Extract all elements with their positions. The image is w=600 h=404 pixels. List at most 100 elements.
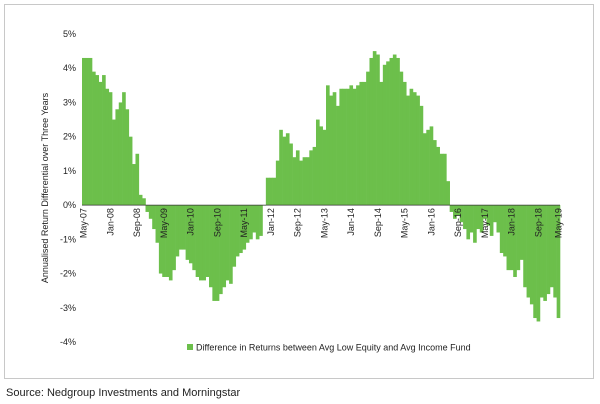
bar <box>92 71 96 206</box>
bar <box>416 95 420 206</box>
bar <box>85 57 89 206</box>
bar <box>242 205 247 250</box>
bar <box>172 205 176 271</box>
x-tick-label: Jan-12 <box>266 208 276 236</box>
x-tick-label: May-19 <box>553 208 563 238</box>
bar <box>543 205 547 301</box>
bar <box>112 119 116 206</box>
bar <box>449 205 454 212</box>
x-tick-label: May-07 <box>79 208 89 238</box>
bar <box>245 205 250 243</box>
x-tick-label: Jan-14 <box>346 208 356 236</box>
bar <box>175 205 180 257</box>
bar <box>453 205 457 219</box>
bar <box>473 205 477 243</box>
bar <box>422 133 427 206</box>
bar <box>285 133 290 206</box>
bar <box>158 205 163 274</box>
bar <box>386 61 390 206</box>
bar <box>239 205 243 254</box>
bar <box>249 205 253 240</box>
bar <box>362 81 367 206</box>
bar <box>145 205 150 212</box>
bar <box>209 205 213 288</box>
bar <box>392 54 397 206</box>
bar <box>396 57 400 206</box>
bar <box>118 102 123 206</box>
bar <box>483 205 487 219</box>
bar <box>279 129 283 206</box>
bar <box>188 205 193 264</box>
bar <box>352 88 357 206</box>
bar <box>215 205 220 301</box>
bar <box>432 140 437 206</box>
bar <box>309 150 313 206</box>
bar <box>265 177 270 206</box>
bar <box>315 119 320 206</box>
bar <box>526 205 531 298</box>
bar <box>389 57 394 206</box>
bar <box>102 75 106 206</box>
bar <box>205 205 210 277</box>
bar <box>292 157 297 206</box>
bar <box>312 146 317 206</box>
y-tick-label: 1% <box>63 166 76 176</box>
y-tick-label: -2% <box>60 269 76 279</box>
bar <box>259 205 263 236</box>
y-axis-label: Annualised Return Differential over Thre… <box>40 92 50 283</box>
bar <box>135 153 140 206</box>
bar <box>282 136 287 206</box>
bar <box>192 205 196 271</box>
bar <box>222 205 227 288</box>
bar <box>366 71 370 206</box>
bar <box>178 205 183 250</box>
bar <box>469 205 474 233</box>
bar <box>332 92 337 206</box>
bar <box>506 205 511 271</box>
bar <box>185 205 190 260</box>
bar <box>419 105 424 206</box>
bar <box>513 205 517 277</box>
bar <box>299 160 303 206</box>
bar <box>489 205 494 236</box>
bar <box>82 57 86 206</box>
bar <box>168 205 173 281</box>
bar <box>229 205 233 284</box>
bar <box>446 181 450 206</box>
bar <box>125 109 130 206</box>
bar <box>132 164 136 206</box>
bar <box>496 205 501 233</box>
bar <box>476 205 481 230</box>
bar <box>402 81 407 206</box>
source-note: Source: Nedgroup Investments and Morning… <box>6 387 241 399</box>
bar <box>529 205 534 305</box>
bar <box>539 205 544 298</box>
bar <box>376 54 380 206</box>
bar <box>329 95 333 206</box>
x-tick-label: Sep-10 <box>212 208 222 237</box>
y-tick-label: 0% <box>63 200 76 210</box>
bar <box>155 205 160 243</box>
bar <box>406 95 410 206</box>
bar <box>319 126 323 206</box>
bar <box>269 177 273 206</box>
bar <box>409 88 414 206</box>
bar-group <box>82 51 561 322</box>
bar <box>152 205 156 230</box>
bar <box>148 205 153 219</box>
y-tick-label: 4% <box>63 63 76 73</box>
bar <box>486 205 491 226</box>
bar <box>372 51 377 206</box>
bar <box>439 153 444 206</box>
bar <box>549 205 554 288</box>
bar <box>289 143 293 206</box>
x-tick-label: Jan-16 <box>426 208 436 236</box>
bar <box>546 205 551 295</box>
bar <box>219 205 223 295</box>
bar <box>503 205 507 257</box>
bar <box>202 205 206 281</box>
y-tick-label: 5% <box>63 29 76 39</box>
y-tick-label: 3% <box>63 97 76 107</box>
bar <box>359 81 364 206</box>
